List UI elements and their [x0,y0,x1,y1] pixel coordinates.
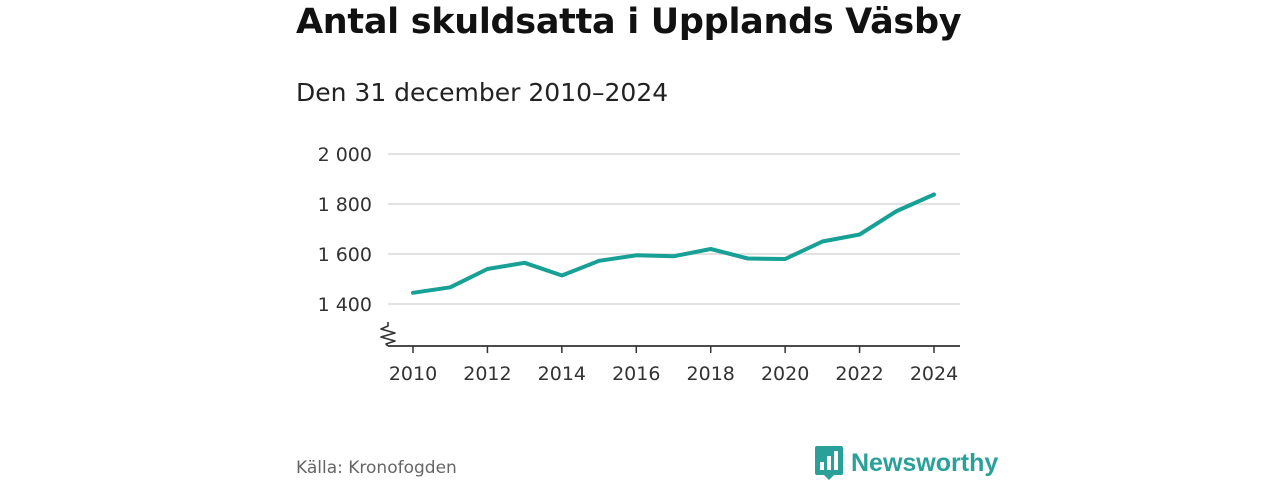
axis-break-zigzag [380,322,396,347]
y-tick-label-1400: 1 400 [318,294,372,316]
x-tick-label-2018: 2018 [687,363,735,385]
brand[interactable]: Newsworthy [815,446,998,480]
brand-name: Newsworthy [851,449,999,477]
x-tick-label-2014: 2014 [538,363,586,385]
y-tick-label-2000: 2 000 [318,144,372,166]
x-tick-label-2024: 2024 [910,363,958,385]
x-tick-label-2010: 2010 [389,363,437,385]
source-note: Källa: Kronofogden [296,458,457,478]
grid-lines [388,153,960,305]
axis-break-icon [380,322,396,347]
chart-subtitle: Den 31 december 2010–2024 [296,78,669,107]
chart-title: Antal skuldsatta i Upplands Väsby [296,2,962,42]
bar-chart-logo-icon [815,446,843,480]
x-tick-label-2020: 2020 [761,363,809,385]
data-series [411,192,936,295]
x-tick-label-2012: 2012 [463,363,511,385]
x-axis [388,345,960,353]
x-tick-label-2016: 2016 [612,363,660,385]
y-tick-label-1600: 1 600 [318,244,372,266]
x-tick-label-2022: 2022 [835,363,883,385]
series-line-0 [411,192,936,295]
y-tick-label-1800: 1 800 [318,194,372,216]
x-tick-labels: 2010 2012 2014 2016 2018 2020 2022 2024 [389,363,958,385]
y-tick-labels: 1 400 1 600 1 800 2 000 [318,144,372,316]
